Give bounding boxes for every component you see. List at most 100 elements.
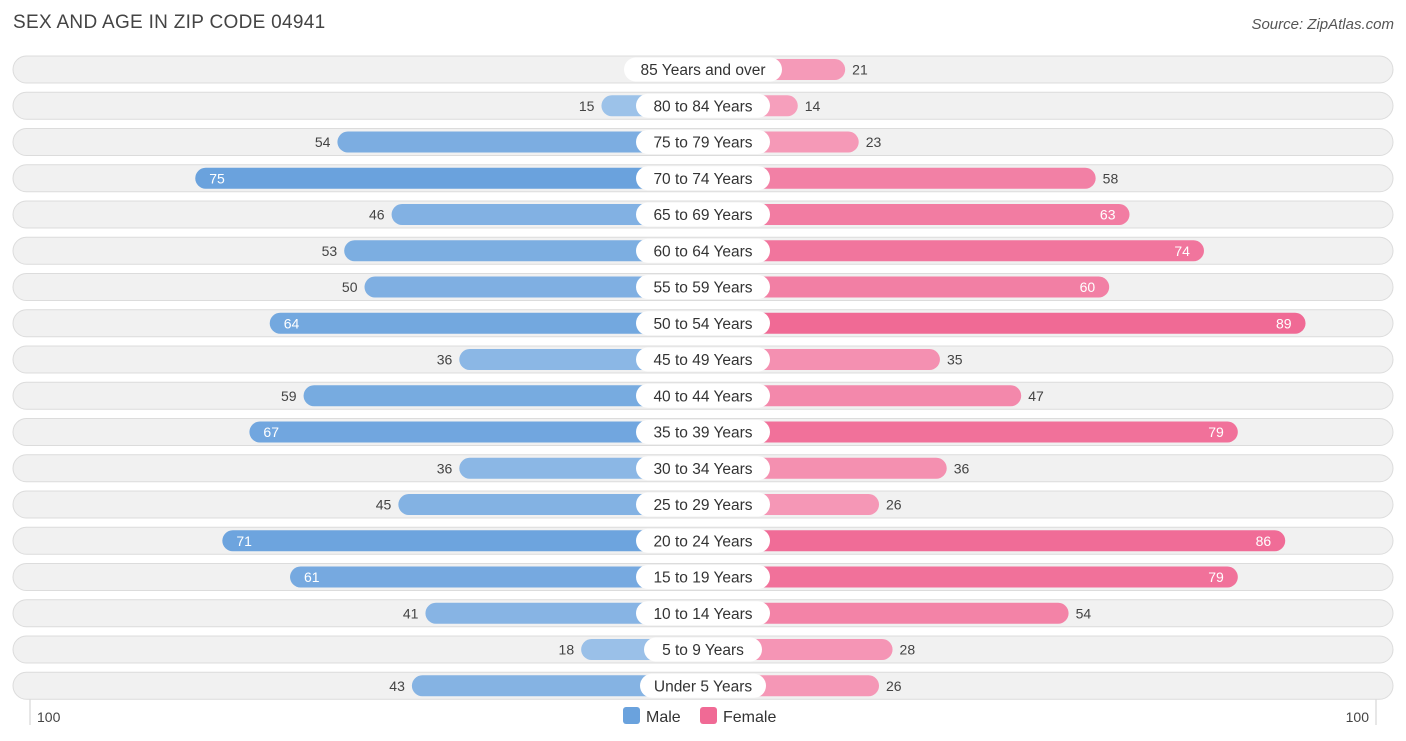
category-label: 75 to 79 Years [653, 135, 752, 152]
female-value-label: 79 [1208, 569, 1224, 585]
male-bar-55-to-59-years [364, 276, 703, 298]
female-bar-20-to-24-years [703, 530, 1286, 552]
female-value-label: 26 [886, 678, 902, 694]
female-value-label: 47 [1028, 388, 1044, 404]
category-pill [640, 673, 766, 698]
female-value-label: 89 [1276, 315, 1292, 331]
female-value-label: 79 [1208, 424, 1224, 440]
male-value-label: 36 [437, 352, 453, 368]
category-label: 25 to 29 Years [653, 497, 752, 514]
category-pill [636, 166, 770, 191]
female-value-label: 21 [852, 62, 868, 78]
chart-source: Source: ZipAtlas.com [1251, 16, 1394, 33]
female-bar-65-to-69-years [703, 204, 1130, 225]
category-pill [636, 130, 770, 154]
male-bar-20-to-24-years [222, 530, 703, 552]
female-value-label: 74 [1174, 243, 1190, 259]
category-label: 40 to 44 Years [653, 388, 752, 405]
female-bar-55-to-59-years [703, 276, 1110, 298]
category-label: 60 to 64 Years [653, 243, 752, 260]
category-label: Under 5 Years [654, 678, 752, 695]
category-pill [636, 492, 770, 517]
category-pill [636, 528, 770, 553]
male-bar-15-to-19-years [290, 566, 703, 588]
male-bar-10-to-14-years [425, 602, 703, 624]
female-bar-70-to-74-years [703, 167, 1096, 189]
male-value-label: 75 [209, 170, 225, 186]
female-value-label: 14 [805, 98, 821, 114]
male-value-label: 43 [389, 678, 405, 694]
male-value-label: 67 [263, 424, 279, 440]
male-value-label: 54 [315, 134, 331, 150]
female-value-label: 60 [1080, 279, 1096, 295]
female-bar-10-to-14-years [703, 602, 1069, 624]
chart-title: SEX AND AGE IN ZIP CODE 04941 [13, 12, 326, 33]
male-value-label: 41 [403, 605, 419, 621]
male-value-label: 50 [342, 279, 358, 295]
male-value-label: 61 [304, 569, 320, 585]
female-value-label: 86 [1256, 533, 1272, 549]
category-pill [636, 601, 770, 626]
female-bar-60-to-64-years [703, 240, 1204, 262]
category-label: 30 to 34 Years [653, 461, 752, 478]
category-pill [636, 202, 770, 227]
legend-female-label: Female [723, 709, 776, 726]
female-value-label: 26 [886, 497, 902, 513]
male-value-label: 71 [236, 533, 252, 549]
female-bar-35-to-39-years [703, 421, 1238, 443]
male-bar-75-to-79-years [337, 131, 703, 153]
category-label: 70 to 74 Years [653, 171, 752, 188]
legend-female-swatch [700, 707, 717, 724]
female-bar-40-to-44-years [703, 385, 1022, 407]
category-label: 10 to 14 Years [653, 606, 752, 623]
male-bar-65-to-69-years [391, 204, 703, 225]
male-bar-70-to-74-years [195, 167, 703, 189]
category-label: 55 to 59 Years [653, 280, 752, 297]
category-label: 80 to 84 Years [653, 98, 752, 115]
category-pill [636, 565, 770, 589]
female-value-label: 36 [954, 460, 970, 476]
female-value-label: 35 [947, 352, 963, 368]
male-value-label: 64 [284, 315, 300, 331]
category-pill [636, 93, 770, 118]
category-label: 5 to 9 Years [662, 642, 744, 659]
axis-label-right: 100 [1346, 709, 1370, 725]
male-bar-60-to-64-years [344, 240, 703, 262]
female-value-label: 58 [1103, 170, 1119, 186]
female-value-label: 63 [1100, 207, 1116, 223]
male-value-label: 53 [322, 243, 338, 259]
category-pill [636, 347, 770, 372]
female-value-label: 54 [1076, 605, 1092, 621]
male-bar-40-to-44-years [303, 385, 703, 407]
male-value-label: 18 [559, 642, 575, 658]
category-label: 85 Years and over [641, 62, 766, 79]
category-pill [624, 57, 782, 82]
category-label: 45 to 49 Years [653, 352, 752, 369]
male-bar-50-to-54-years [269, 312, 703, 334]
male-value-label: 15 [579, 98, 595, 114]
category-pill [636, 311, 770, 336]
category-label: 65 to 69 Years [653, 207, 752, 224]
male-value-label: 46 [369, 207, 385, 223]
category-label: 35 to 39 Years [653, 425, 752, 442]
category-pill [636, 383, 770, 408]
male-bar-25-to-29-years [398, 494, 703, 515]
female-bar-15-to-19-years [703, 566, 1238, 588]
male-bar-35-to-39-years [249, 421, 703, 443]
category-label: 20 to 24 Years [653, 533, 752, 550]
category-pill [636, 420, 770, 444]
legend-male-label: Male [646, 709, 681, 726]
female-value-label: 23 [866, 134, 882, 150]
male-value-label: 45 [376, 497, 392, 513]
male-value-label: 59 [281, 388, 297, 404]
male-bar-under-5-years [411, 675, 703, 697]
category-pill [636, 456, 770, 481]
category-label: 15 to 19 Years [653, 570, 752, 587]
female-bar-50-to-54-years [703, 312, 1306, 334]
axis-label-left: 100 [37, 709, 61, 725]
category-pill [636, 238, 770, 263]
legend-male-swatch [623, 707, 640, 724]
category-label: 50 to 54 Years [653, 316, 752, 333]
category-pill [636, 275, 770, 299]
